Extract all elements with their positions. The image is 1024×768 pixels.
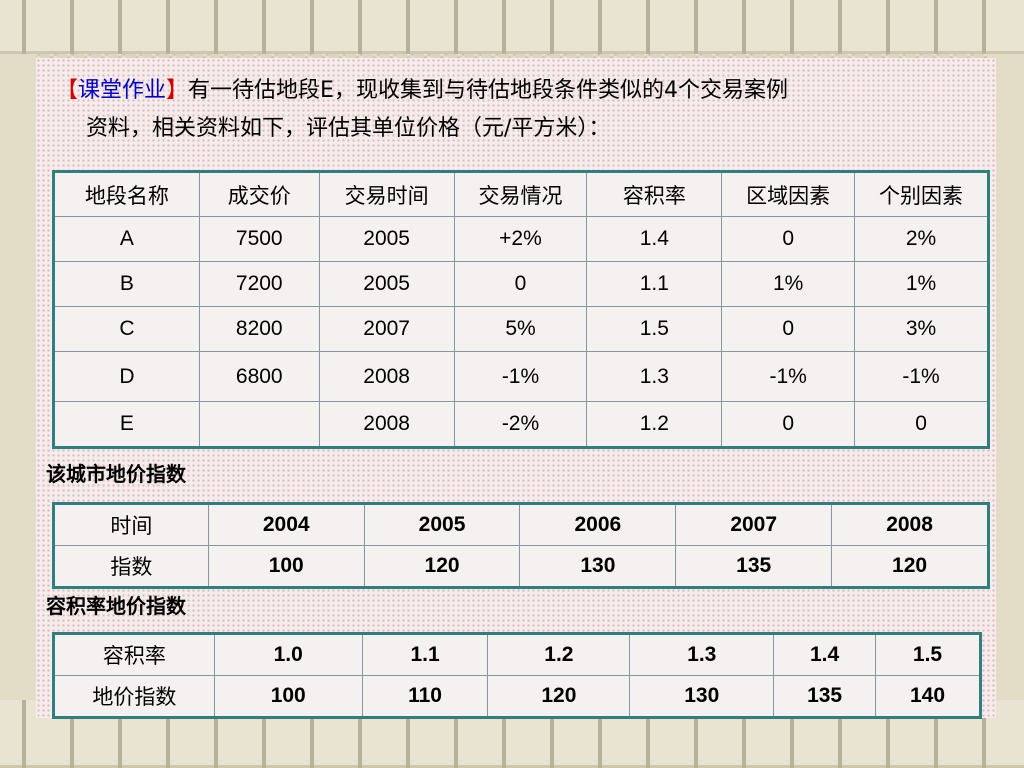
table-cell: 2007 xyxy=(318,306,455,352)
table-cell: 100 xyxy=(207,545,365,587)
table-cell: -1% xyxy=(854,351,988,402)
table-cell: 1.3 xyxy=(586,351,723,402)
table-cell: 130 xyxy=(629,675,775,717)
row-label: 容积率 xyxy=(54,634,215,676)
table-row: 地价指数 100 110 120 130 135 140 xyxy=(54,675,980,717)
table-header-cell: 成交价 xyxy=(198,172,320,217)
table-cell: 120 xyxy=(831,545,988,587)
table-cell: 1.3 xyxy=(629,634,775,676)
table-cell: 1.1 xyxy=(361,634,489,676)
table-header-cell: 容积率 xyxy=(586,172,723,217)
table-cell: 1.1 xyxy=(586,261,723,307)
table-header-cell: 交易情况 xyxy=(453,172,588,217)
table-cell: -1% xyxy=(721,351,856,402)
table-cell: 1.5 xyxy=(875,634,980,676)
table-cell: 2005 xyxy=(318,261,455,307)
table-cell: E xyxy=(54,401,200,447)
table-cell: 5% xyxy=(453,306,588,352)
table-cell: -1% xyxy=(453,351,588,402)
table-cell: 2008 xyxy=(318,401,455,447)
table-cell: 2008 xyxy=(831,504,988,546)
table-cell: 2004 xyxy=(207,504,365,546)
table-row: B 7200 2005 0 1.1 1% 1% xyxy=(54,261,988,307)
table-header-cell: 交易时间 xyxy=(318,172,455,217)
table-cell: 2% xyxy=(854,216,988,262)
cases-table-header-row: 地段名称 成交价 交易时间 交易情况 容积率 区域因素 个别因素 xyxy=(54,172,988,217)
table-cell: 2006 xyxy=(519,504,677,546)
table-cell: 130 xyxy=(519,545,677,587)
heading-bracket-open: 【 xyxy=(56,78,79,103)
table-cell: 1% xyxy=(721,261,856,307)
table-cell: 2005 xyxy=(363,504,521,546)
decorative-left-margin xyxy=(0,54,36,700)
table-cell: 0 xyxy=(721,401,856,447)
cases-table: 地段名称 成交价 交易时间 交易情况 容积率 区域因素 个别因素 A 7500 … xyxy=(52,170,990,449)
table-cell: D xyxy=(54,351,200,402)
table-cell: B xyxy=(54,261,200,307)
table-cell: A xyxy=(54,216,200,262)
table-cell: 0 xyxy=(721,216,856,262)
table-cell: 100 xyxy=(213,675,363,717)
table-cell: 0 xyxy=(453,261,588,307)
table-row: 时间 2004 2005 2006 2007 2008 xyxy=(54,504,988,546)
table-header-cell: 地段名称 xyxy=(54,172,200,217)
table-row: D 6800 2008 -1% 1.3 -1% -1% xyxy=(54,351,988,402)
table-row: 指数 100 120 130 135 120 xyxy=(54,545,988,587)
table-cell: 8200 xyxy=(198,306,320,352)
table-cell: 1.2 xyxy=(487,634,631,676)
table-cell: 2005 xyxy=(318,216,455,262)
table-row: A 7500 2005 +2% 1.4 0 2% xyxy=(54,216,988,262)
table-cell: 6800 xyxy=(198,351,320,402)
table-header-cell: 个别因素 xyxy=(854,172,988,217)
table-cell: 110 xyxy=(361,675,489,717)
table-cell: 1% xyxy=(854,261,988,307)
table-cell: 0 xyxy=(854,401,988,447)
table-cell: 2008 xyxy=(318,351,455,402)
table-header-cell: 区域因素 xyxy=(721,172,856,217)
heading-text-line1: 有一待估地段E，现收集到与待估地段条件类似的4个交易案例 xyxy=(188,78,788,103)
decorative-top-border xyxy=(0,0,1024,54)
table-cell: 1.4 xyxy=(773,634,877,676)
row-label: 时间 xyxy=(54,504,209,546)
table-row: C 8200 2007 5% 1.5 0 3% xyxy=(54,306,988,352)
table-cell: 1.0 xyxy=(213,634,363,676)
table-cell: 1.5 xyxy=(586,306,723,352)
city-index-table: 时间 2004 2005 2006 2007 2008 指数 100 120 1… xyxy=(52,502,990,589)
city-index-caption: 该城市地价指数 xyxy=(46,462,186,486)
table-cell: 1.2 xyxy=(586,401,723,447)
table-cell: 3% xyxy=(854,306,988,352)
row-label: 地价指数 xyxy=(54,675,215,717)
table-row: 容积率 1.0 1.1 1.2 1.3 1.4 1.5 xyxy=(54,634,980,676)
table-cell: C xyxy=(54,306,200,352)
assignment-heading: 【课堂作业】有一待估地段E，现收集到与待估地段条件类似的4个交易案例 资料，相关… xyxy=(56,72,1006,148)
table-cell: 7200 xyxy=(198,261,320,307)
table-cell: 120 xyxy=(487,675,631,717)
table-cell: 135 xyxy=(773,675,877,717)
table-cell: +2% xyxy=(453,216,588,262)
table-cell: 140 xyxy=(875,675,980,717)
table-cell: 0 xyxy=(721,306,856,352)
row-label: 指数 xyxy=(54,545,209,587)
heading-bracket-close: 】 xyxy=(166,78,189,103)
heading-text-line2: 资料，相关资料如下，评估其单位价格（元/平方米）： xyxy=(86,116,611,141)
far-index-caption: 容积率地价指数 xyxy=(46,594,186,618)
table-row: E 2008 -2% 1.2 0 0 xyxy=(54,401,988,447)
table-cell: 135 xyxy=(675,545,833,587)
table-cell: 120 xyxy=(363,545,521,587)
far-index-table: 容积率 1.0 1.1 1.2 1.3 1.4 1.5 地价指数 100 110… xyxy=(52,632,982,719)
table-cell: 2007 xyxy=(675,504,833,546)
table-cell xyxy=(198,401,320,447)
table-cell: 7500 xyxy=(198,216,320,262)
table-cell: -2% xyxy=(453,401,588,447)
heading-tag: 课堂作业 xyxy=(78,78,167,103)
table-cell: 1.4 xyxy=(586,216,723,262)
